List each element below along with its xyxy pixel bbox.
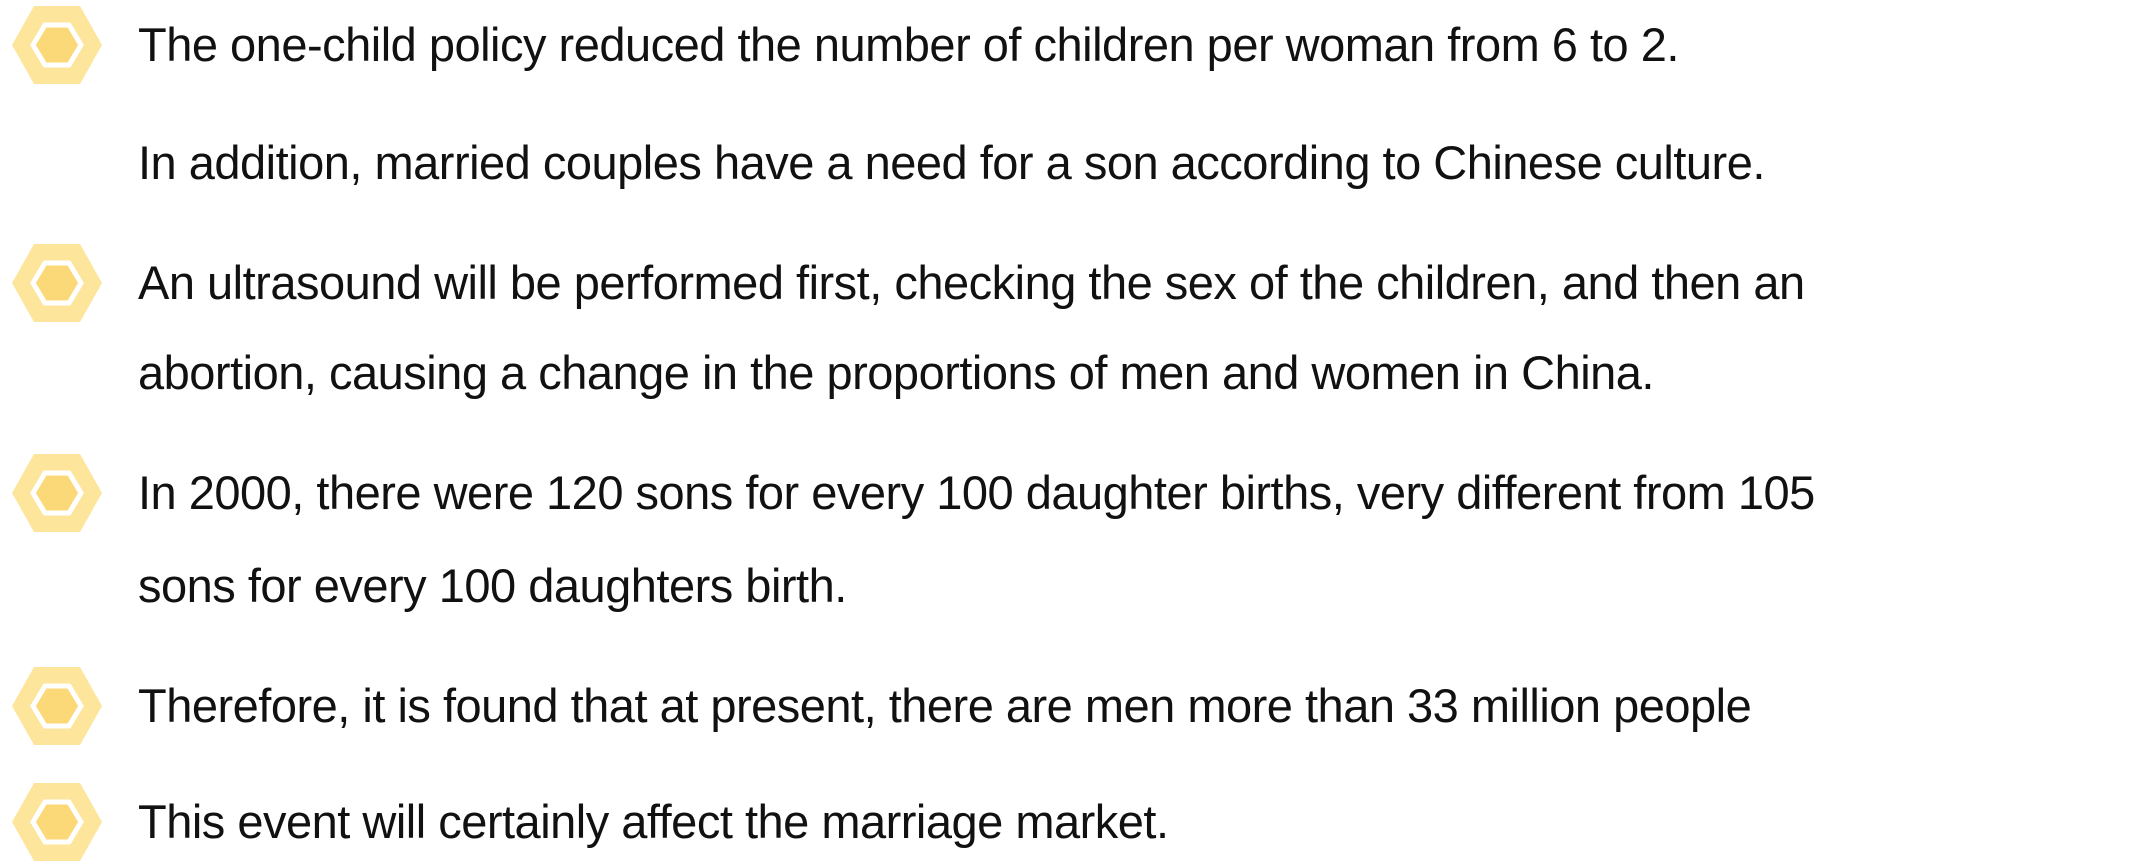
text-line: sons for every 100 daughters birth. [138,559,847,612]
bullet-icon [12,244,102,322]
text-line: This event will certainly affect the mar… [138,795,1169,848]
text-line: abortion, causing a change in the propor… [138,346,1655,399]
bullet-icon [12,783,102,861]
text-line: In addition, married couples have a need… [138,136,1765,189]
bullet-icon [12,6,102,84]
bullet-icon [12,454,102,532]
text-line: Therefore, it is found that at present, … [138,679,1752,732]
bullet-icon [12,667,102,745]
text-line: In 2000, there were 120 sons for every 1… [138,466,1815,519]
text-line: The one-child policy reduced the number … [138,18,1679,71]
text-line: An ultrasound will be performed first, c… [138,256,1805,309]
